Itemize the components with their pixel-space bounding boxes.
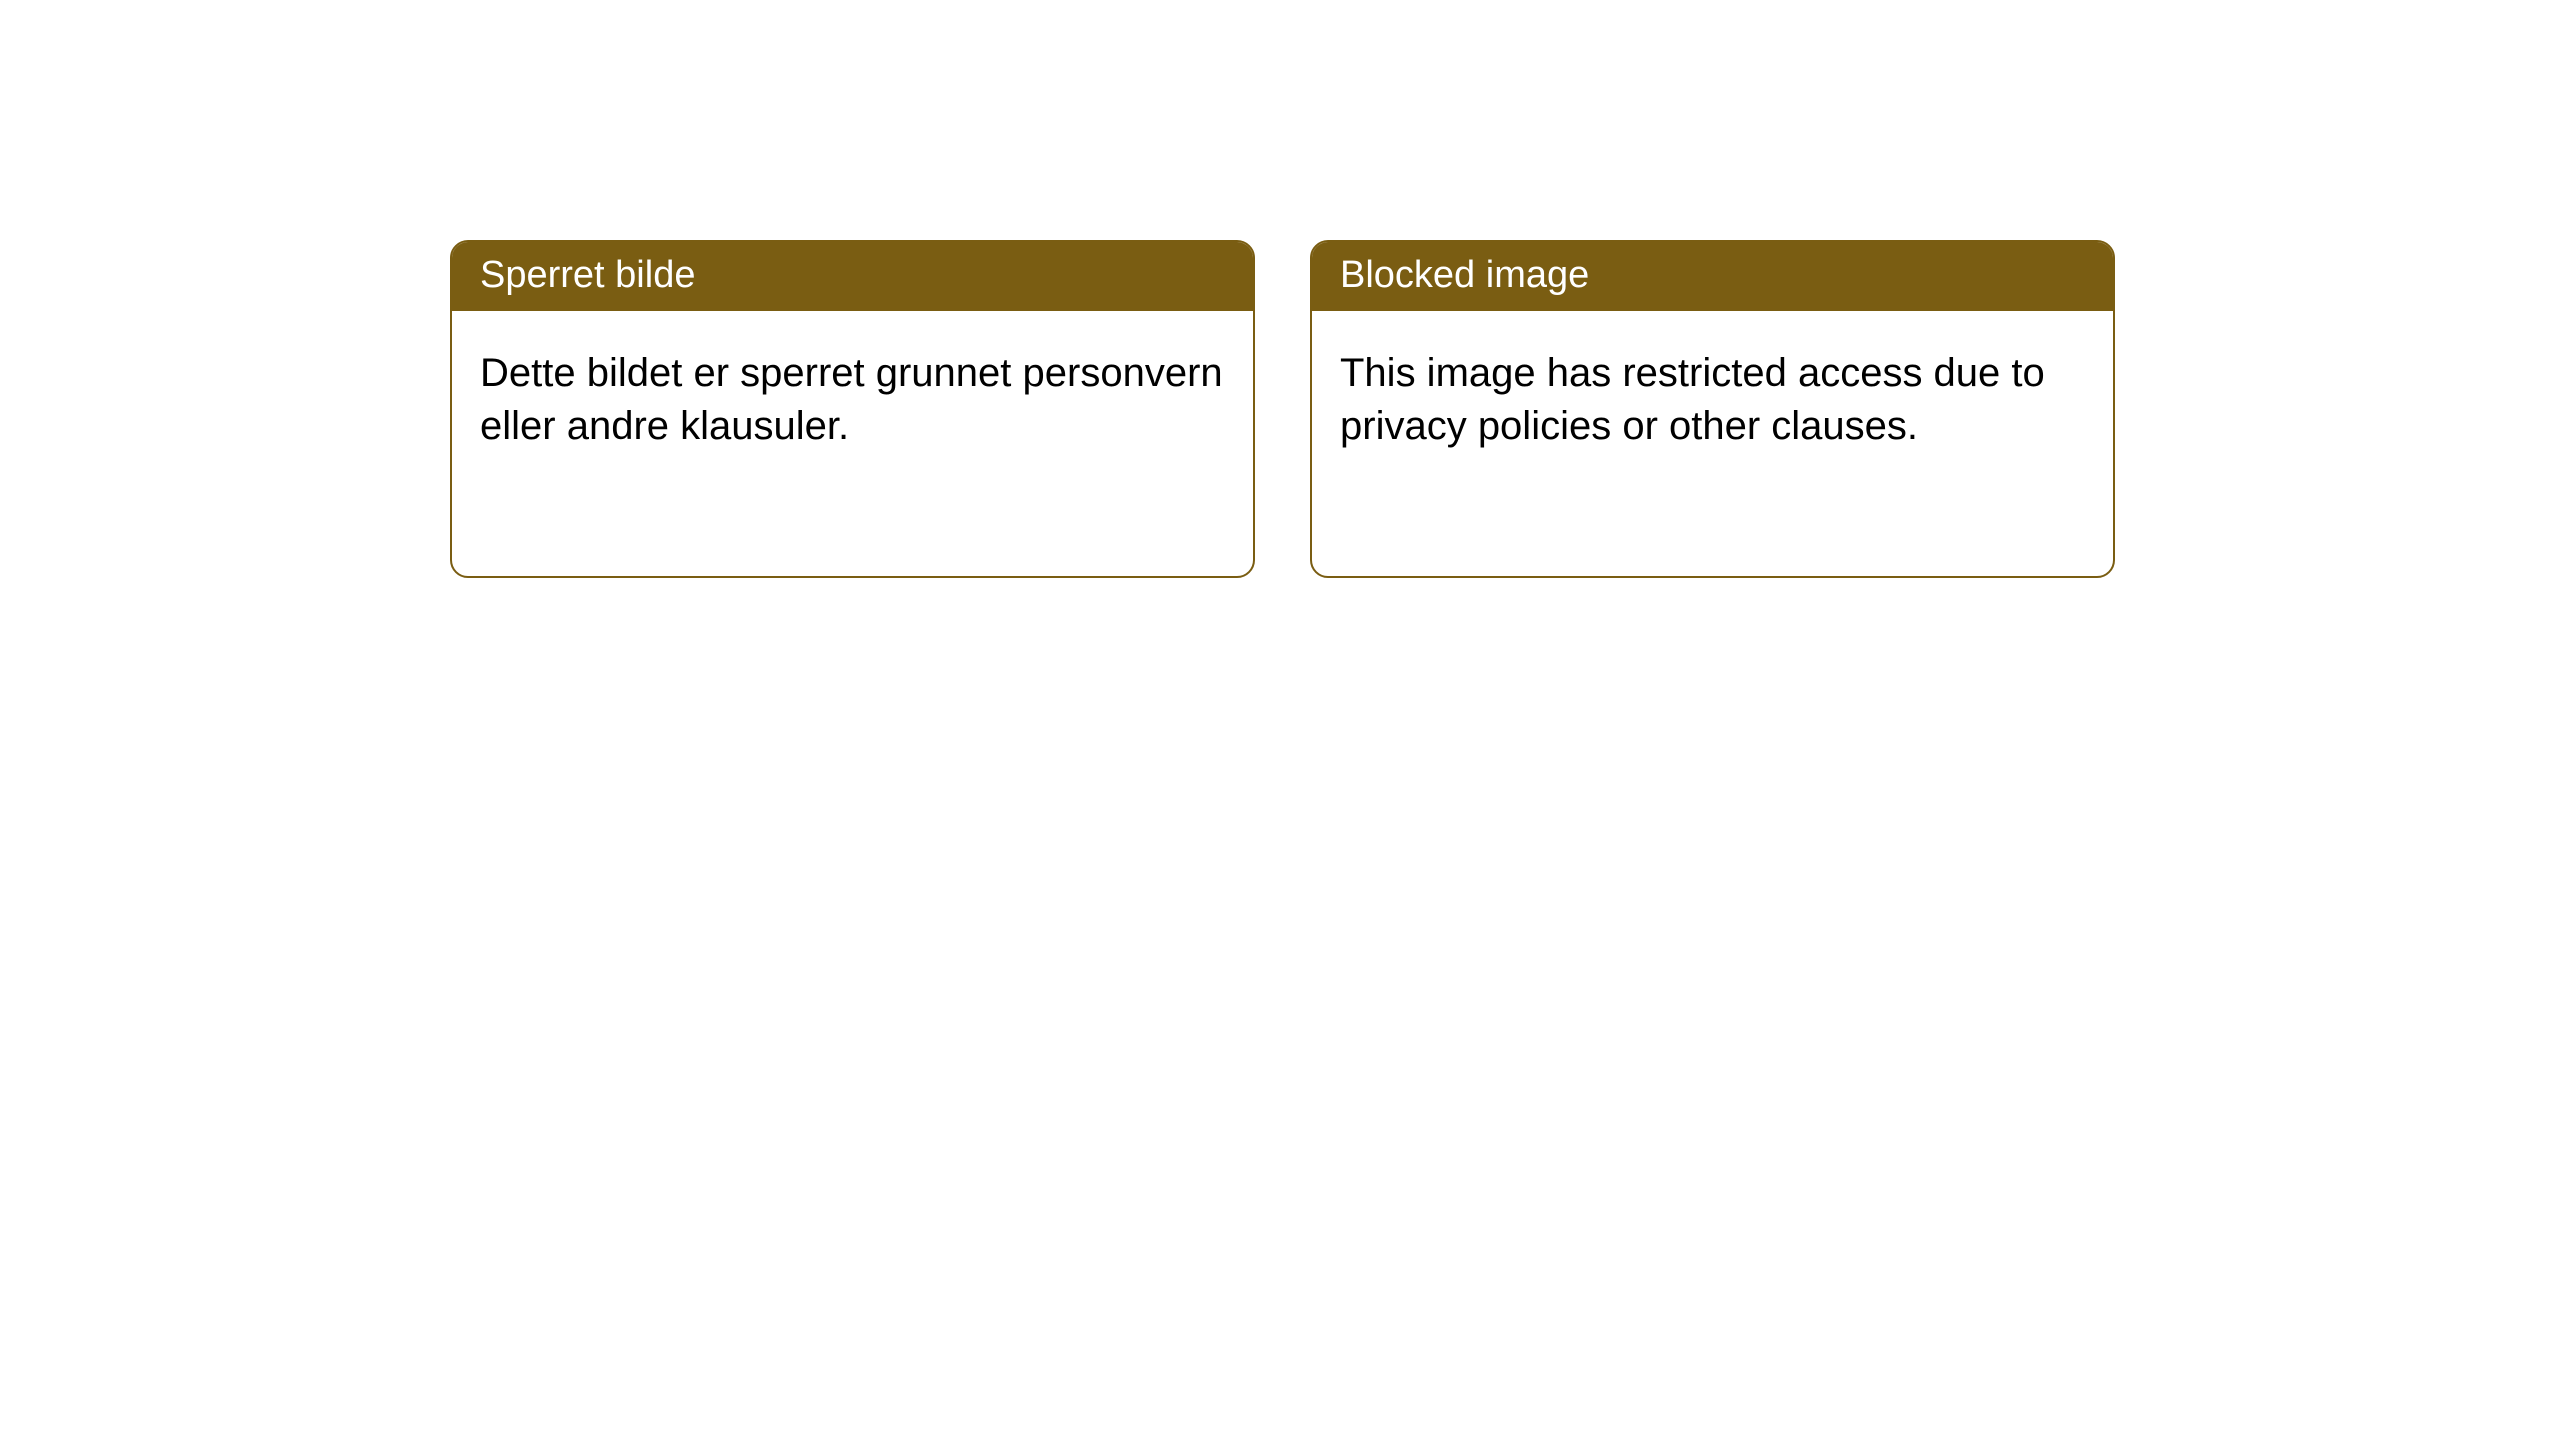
card-body-text-no: Dette bildet er sperret grunnet personve… — [480, 351, 1223, 448]
cards-container: Sperret bilde Dette bildet er sperret gr… — [0, 0, 2560, 578]
card-title-en: Blocked image — [1340, 254, 1589, 296]
card-title-no: Sperret bilde — [480, 254, 695, 296]
card-header-no: Sperret bilde — [452, 242, 1253, 311]
card-header-en: Blocked image — [1312, 242, 2113, 311]
blocked-image-card-en: Blocked image This image has restricted … — [1310, 240, 2115, 578]
card-body-no: Dette bildet er sperret grunnet personve… — [452, 311, 1253, 489]
card-body-text-en: This image has restricted access due to … — [1340, 351, 2045, 448]
card-body-en: This image has restricted access due to … — [1312, 311, 2113, 489]
blocked-image-card-no: Sperret bilde Dette bildet er sperret gr… — [450, 240, 1255, 578]
